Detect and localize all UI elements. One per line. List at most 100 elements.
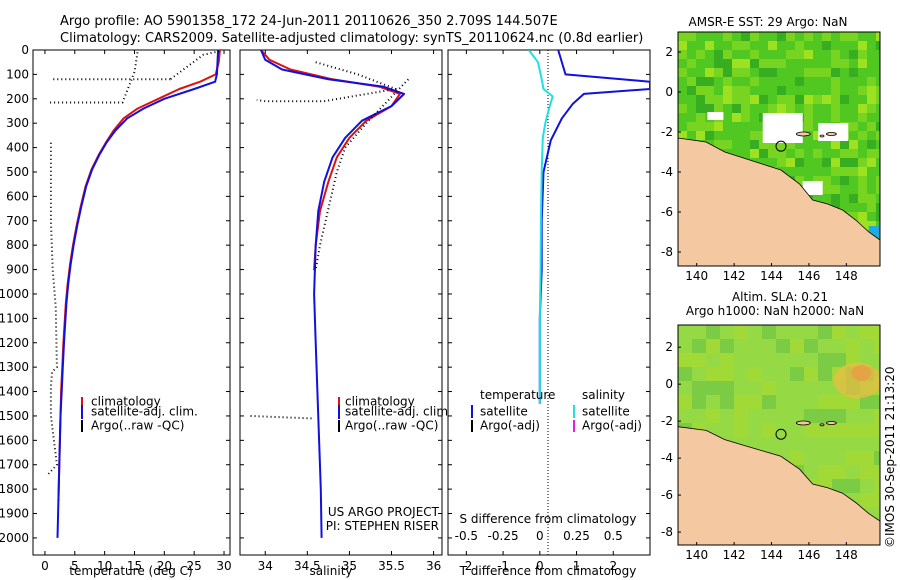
credit-line-2: PI: STEPHEN RISER: [326, 519, 439, 533]
legend-sal-sat-label: satellite: [582, 405, 630, 419]
top-xtick-label: 0: [536, 529, 544, 543]
lat-tick-label: -4: [661, 451, 673, 465]
xtick-label: 5: [71, 559, 79, 573]
island: [825, 132, 837, 136]
float-position-marker: [775, 140, 787, 152]
island: [819, 134, 825, 138]
legend-sal-argo-label: Argo(-adj): [582, 419, 642, 433]
lon-tick-label: 142: [723, 548, 746, 562]
legend-sat-label: satellite-adj. clim.: [91, 405, 198, 419]
lon-tick-label: 142: [723, 269, 746, 283]
lat-tick-label: -4: [661, 165, 673, 179]
top-xtick-label: -0.5: [455, 529, 478, 543]
series-argo_dot: [248, 414, 312, 420]
legend-clim-label: climatology: [345, 395, 415, 409]
top-xtick-label: 0.5: [604, 529, 623, 543]
ytick-label: 1000: [0, 287, 29, 301]
ytick-label: 1400: [0, 385, 29, 399]
ytick-label: 2000: [0, 531, 29, 545]
ytick-label: 1800: [0, 482, 29, 496]
ytick-label: 500: [6, 165, 29, 179]
xtick-label: 10: [97, 559, 112, 573]
sst-map-title: AMSR-E SST: 29 Argo: NaN: [689, 15, 848, 29]
ytick-label: 200: [6, 92, 29, 106]
lat-tick-label: -2: [661, 414, 673, 428]
xtick-label: 15: [127, 559, 142, 573]
temperature-axes-box: [32, 49, 231, 556]
lat-tick-label: 0: [665, 85, 673, 99]
legend-sat-label: satellite-adj. clim.: [345, 405, 452, 419]
xtick-label: 0: [41, 559, 49, 573]
missing-data: [802, 181, 823, 195]
salinity-panel: 34 34.5 35 35.5 36 salinity climatology sate…: [239, 49, 452, 578]
legend-argo-label: Argo(..raw -QC): [345, 419, 438, 433]
salinity-legend: climatology satellite-adj. clim. Argo(..…: [338, 395, 452, 433]
xtick-label: 35.5: [378, 559, 405, 573]
ytick-label: 1900: [0, 507, 29, 521]
missing-data: [818, 123, 849, 141]
salinity-xlabel: salinity: [309, 564, 352, 578]
lon-tick-label: 148: [835, 269, 858, 283]
credit-line-1: US ARGO PROJECT: [328, 505, 440, 519]
lon-tick-label: 144: [760, 548, 783, 562]
lat-tick-label: -6: [661, 488, 673, 502]
lat-tick-label: -2: [661, 125, 673, 139]
xtick-label: 25: [187, 559, 202, 573]
xtick-label: -1: [497, 559, 509, 573]
lat-tick-label: 2: [665, 340, 673, 354]
sla-map-title-1: Altim. SLA: 0.21: [732, 290, 828, 304]
legend-clim-label: climatology: [91, 395, 161, 409]
series-argo_dot: [256, 61, 397, 103]
island: [795, 131, 811, 137]
temperature-xlabel: temperature (deg C): [69, 564, 192, 578]
ytick-label: 1100: [0, 311, 29, 325]
xtick-label: 1: [573, 559, 581, 573]
lon-tick-label: 140: [685, 548, 708, 562]
map-frame: [677, 324, 881, 546]
lat-tick-label: 0: [665, 377, 673, 391]
missing-data: [762, 113, 803, 143]
legend-temp-argo-label: Argo(-adj): [480, 419, 540, 433]
lat-tick-label: -8: [661, 245, 673, 259]
ytick-label: 1600: [0, 433, 29, 447]
xtick-label: 36: [426, 559, 441, 573]
imos-stamp: ©IMOS 30-Sep-2011 21:13:20: [883, 366, 897, 548]
land-new-guinea: [678, 137, 880, 266]
difference-xlabel: T difference from climatology: [459, 564, 637, 578]
ytick-label: 700: [6, 214, 29, 228]
legend-argo-label: Argo(..raw -QC): [91, 419, 184, 433]
ytick-label: 400: [6, 141, 29, 155]
land-new-guinea: [678, 426, 880, 545]
island: [795, 420, 811, 426]
legend-temp-heading: temperature: [480, 388, 555, 402]
float-position-marker: [775, 428, 787, 440]
top-xtick-label: 0.25: [563, 529, 590, 543]
sst-map: 140 142 144 146 148 2 0 -2 -4 -6 -8: [661, 31, 881, 283]
difference-legend: temperature salinity satellite Argo(-adj…: [471, 388, 642, 433]
island: [825, 421, 837, 425]
series-argo_dot: [47, 52, 139, 104]
ytick-label: 800: [6, 238, 29, 252]
salinity-axes-box: [239, 49, 443, 556]
xtick-label: 20: [157, 559, 172, 573]
ytick-label: 0: [21, 43, 29, 57]
ytick-label: 1200: [0, 336, 29, 350]
sla-map: 140 142 144 146 148 2 0 -2 -4 -6 -8: [661, 324, 881, 562]
xtick-label: 35: [342, 559, 357, 573]
ytick-label: 600: [6, 189, 29, 203]
island: [819, 423, 825, 427]
difference-axes-box: [447, 49, 651, 556]
xtick-label: 30: [216, 559, 231, 573]
ytick-label: 900: [6, 263, 29, 277]
series-sat: [260, 50, 406, 538]
lon-tick-label: 148: [835, 548, 858, 562]
top-xtick-label: -0.25: [488, 529, 519, 543]
ytick-label: 100: [6, 67, 29, 81]
sla-map-title-2: Argo h1000: NaN h2000: NaN: [686, 304, 864, 318]
xtick-label: 0: [536, 559, 544, 573]
lon-tick-label: 146: [797, 548, 820, 562]
difference-panel: -2 -1 0 1 2 -0.5 -0.25 0 0.25 0.5 S difference fr…: [447, 49, 651, 578]
ytick-label: 1300: [0, 360, 29, 374]
header-line-2: Climatology: CARS2009. Satellite-adjuste…: [60, 31, 643, 46]
